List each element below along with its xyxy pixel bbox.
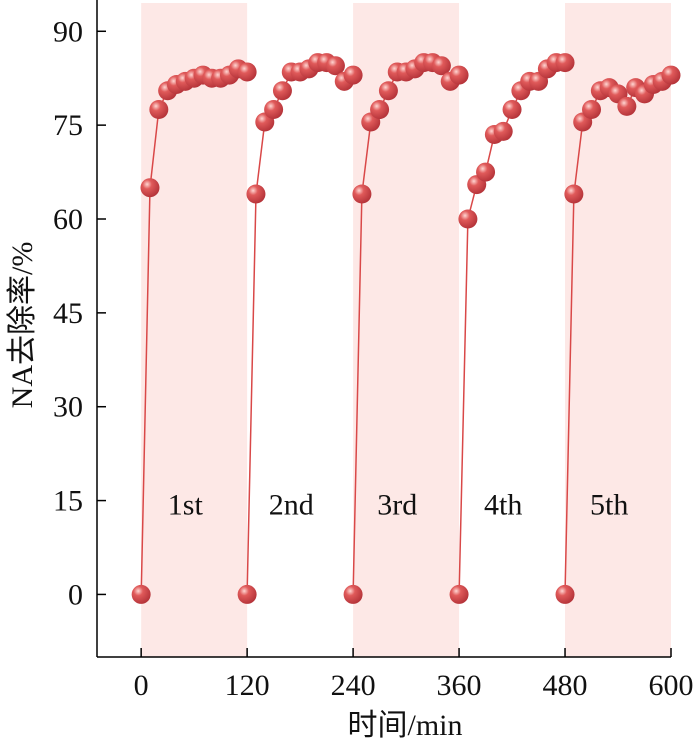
y-tick-label-75: 75 (53, 109, 83, 142)
data-point-1st-12 (237, 62, 257, 82)
data-point-2nd-12 (343, 65, 363, 85)
data-point-3rd-10 (431, 56, 451, 76)
data-point-3rd-3 (370, 100, 390, 119)
shaded-band-2 (353, 3, 460, 657)
x-tick-label-480: 480 (543, 669, 588, 702)
y-tick-label-0: 0 (68, 578, 83, 611)
data-point-2nd-3 (264, 100, 284, 119)
data-point-3rd-12 (449, 65, 469, 85)
cycle-label-1st: 1st (168, 489, 204, 522)
data-series (131, 53, 681, 604)
cycle-label-4th: 4th (484, 489, 522, 522)
data-point-2nd-1 (246, 184, 266, 204)
data-point-1st-2 (149, 100, 169, 119)
x-axis-title: 时间/min (347, 709, 462, 742)
data-point-1st-1 (140, 178, 160, 198)
data-point-5th-12 (661, 65, 681, 85)
data-point-4th-12 (555, 53, 575, 73)
data-point-4th-6 (502, 100, 522, 119)
data-point-2nd-4 (272, 81, 292, 101)
x-tick-label-0: 0 (134, 669, 149, 702)
y-tick-label-30: 30 (53, 391, 83, 424)
data-point-4th-1 (458, 209, 478, 229)
data-point-4th-3 (476, 162, 496, 182)
axes: 0 15 30 45 60 75 90 0 120 240 360 480 600 (53, 0, 694, 702)
cycle-labels: 1st 2nd 3rd 4th 5th (168, 489, 629, 522)
x-tick-label-240: 240 (331, 669, 376, 702)
data-point-4th-5 (493, 121, 513, 141)
x-tick-label-120: 120 (225, 669, 270, 702)
data-point-5th-1 (564, 184, 584, 204)
data-point-4th-0 (449, 584, 469, 604)
x-tick-label-360: 360 (437, 669, 482, 702)
data-point-1st-0 (131, 584, 151, 604)
cycle-label-5th: 5th (590, 489, 628, 522)
data-point-2nd-0 (237, 584, 257, 604)
y-axis-title: NA去除率/% (6, 242, 39, 409)
data-point-3rd-0 (343, 584, 363, 604)
x-tick-label-600: 600 (649, 669, 694, 702)
data-point-5th-7 (617, 96, 637, 116)
data-point-5th-3 (582, 100, 602, 119)
data-point-5th-0 (555, 584, 575, 604)
cycle-label-2nd: 2nd (269, 489, 314, 522)
y-tick-label-60: 60 (53, 203, 83, 236)
data-point-3rd-4 (378, 81, 398, 101)
y-tick-label-45: 45 (53, 297, 83, 330)
y-tick-label-15: 15 (53, 485, 83, 518)
data-point-2nd-10 (325, 56, 345, 76)
y-tick-label-90: 90 (53, 15, 83, 48)
cycle-label-3rd: 3rd (377, 489, 417, 522)
data-point-3rd-1 (352, 184, 372, 204)
